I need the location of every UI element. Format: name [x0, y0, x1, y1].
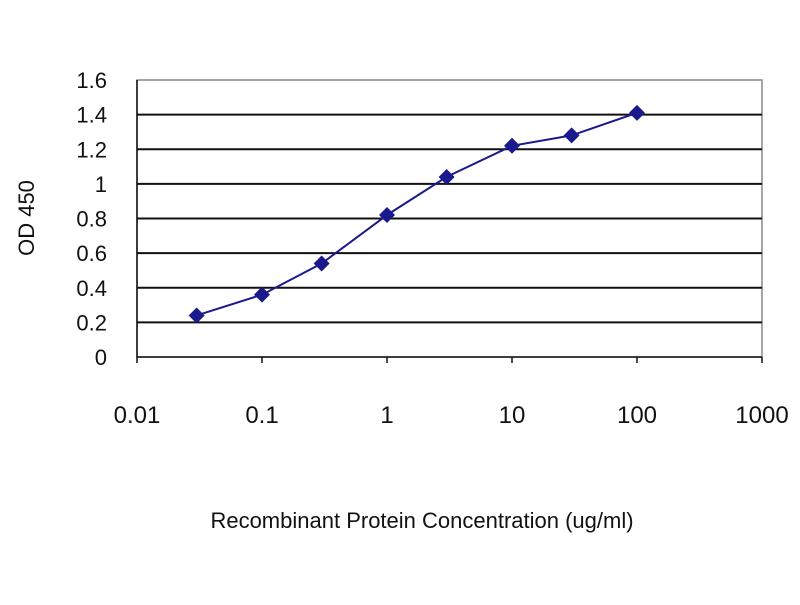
x-axis-ticks: 0.01 0.1 1 10 100 1000: [114, 357, 789, 429]
x-tick-label: 100: [617, 402, 657, 429]
data-point-2: [313, 255, 330, 272]
y-tick-label: 1.2: [76, 137, 107, 162]
y-axis-title: OD 450: [14, 180, 39, 256]
series-line-0: [196, 111, 638, 317]
y-tick-label: 1.4: [76, 103, 107, 128]
data-point-1: [254, 286, 270, 303]
y-tick-label: 0.2: [76, 310, 107, 335]
x-tick-label: 10: [499, 402, 526, 429]
data-point-4: [438, 168, 455, 185]
y-tick-label: 0: [95, 345, 107, 370]
x-axis-title: Recombinant Protein Concentration (ug/ml…: [210, 508, 633, 533]
y-tick-label: 1.6: [76, 68, 107, 93]
y-tick-label: 0.8: [76, 207, 107, 232]
data-point-5: [504, 137, 520, 154]
data-point-6: [563, 127, 580, 144]
y-tick-label: 0.6: [76, 241, 107, 266]
y-axis-ticks: 0 0.2 0.4 0.6 0.8 1 1.2 1.4 1.6: [76, 68, 107, 370]
x-tick-label: 1000: [735, 402, 788, 429]
x-tick-label: 1: [380, 402, 393, 429]
data-point-7: [629, 104, 645, 121]
grid-lines: [137, 113, 762, 324]
data-point-3: [379, 207, 395, 224]
y-tick-label: 1: [95, 172, 107, 197]
x-tick-label: 0.01: [114, 402, 161, 429]
data-point-0: [188, 307, 205, 324]
x-tick-label: 0.1: [245, 402, 278, 429]
y-tick-label: 0.4: [76, 276, 107, 301]
series-layer: [188, 104, 645, 324]
